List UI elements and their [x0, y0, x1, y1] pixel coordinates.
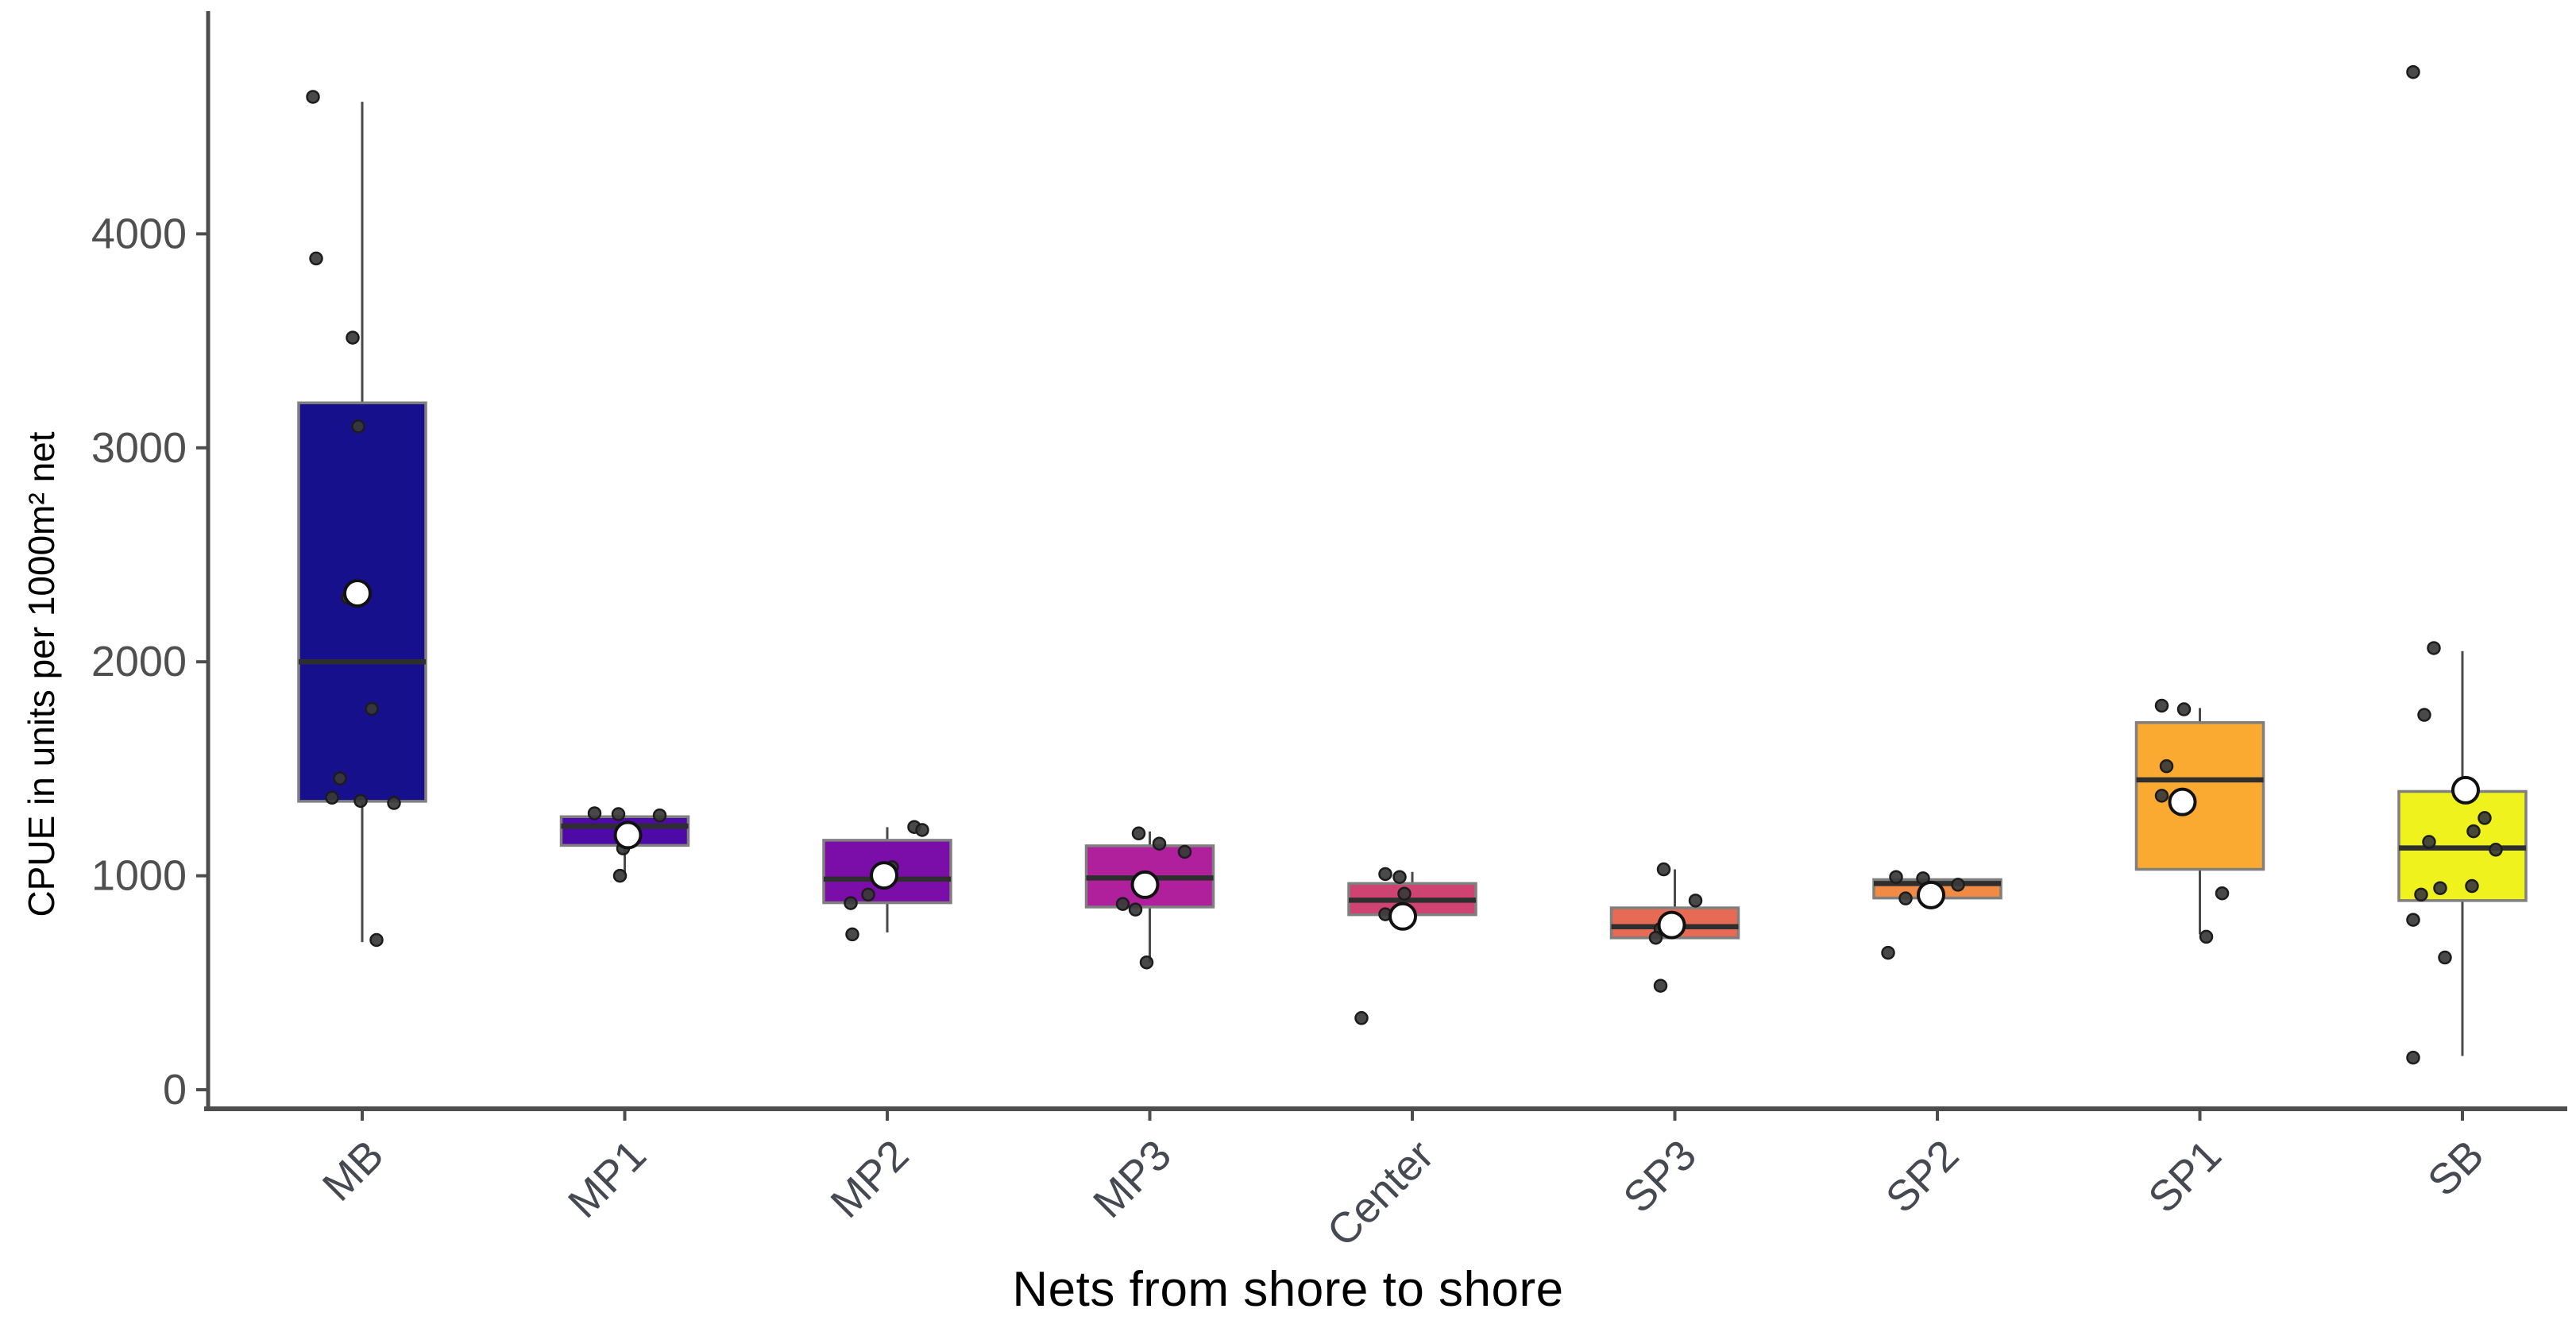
- data-point: [325, 790, 339, 805]
- data-point: [2489, 843, 2503, 857]
- y-axis-title: CPUE in units per 1000m² net: [21, 431, 62, 917]
- mean-dot: [870, 861, 898, 890]
- data-point: [612, 868, 628, 883]
- mean-dot: [1657, 910, 1686, 940]
- y-tick-label: 1000: [91, 852, 187, 900]
- data-point: [2427, 641, 2441, 655]
- y-tick-label: 2000: [91, 638, 187, 685]
- mean-dot: [1917, 880, 1945, 909]
- data-point: [346, 330, 360, 345]
- mean-dot: [613, 820, 643, 850]
- data-point: [1131, 826, 1146, 841]
- data-point: [1397, 886, 1412, 901]
- data-point: [1951, 878, 1965, 892]
- x-tick-label-mp3: MP3: [1084, 1131, 1180, 1227]
- data-point: [2478, 811, 2492, 825]
- data-point: [2422, 835, 2436, 849]
- x-tick-label-mp2: MP2: [822, 1131, 918, 1227]
- data-point: [1889, 870, 1903, 884]
- x-tick-label-sp2: SP2: [1877, 1131, 1968, 1222]
- data-point: [1152, 836, 1167, 851]
- box-mb: [297, 401, 427, 803]
- mean-dot: [1130, 870, 1160, 899]
- data-point: [2215, 886, 2230, 901]
- data-point: [1392, 870, 1407, 884]
- data-point: [353, 793, 368, 809]
- x-tick-label-sp3: SP3: [1614, 1131, 1705, 1222]
- data-point: [2417, 708, 2431, 722]
- data-point: [845, 927, 859, 942]
- data-point: [1177, 844, 1192, 859]
- data-point: [365, 701, 379, 716]
- data-point: [1688, 894, 1703, 908]
- data-point: [2465, 878, 2479, 894]
- data-point: [1354, 1011, 1369, 1025]
- x-tick-label-mp1: MP1: [559, 1131, 655, 1227]
- data-point: [861, 887, 875, 902]
- data-point: [1128, 902, 1143, 917]
- mean-dot: [2451, 775, 2480, 805]
- data-point: [2154, 789, 2169, 803]
- data-point: [1653, 979, 1668, 993]
- data-point: [2154, 698, 2169, 713]
- data-point: [2466, 824, 2481, 839]
- mean-dot: [2168, 787, 2197, 816]
- x-tick-label-sp1: SP1: [2139, 1131, 2230, 1222]
- data-point: [2176, 702, 2192, 716]
- data-point: [915, 823, 929, 837]
- data-point: [351, 419, 365, 434]
- data-point: [369, 932, 384, 948]
- data-point: [2406, 64, 2420, 79]
- data-point: [2159, 759, 2174, 774]
- data-point: [387, 796, 401, 810]
- data-point: [2199, 929, 2214, 944]
- x-tick-label-center: Center: [1318, 1131, 1442, 1256]
- mean-dot: [343, 579, 372, 608]
- data-point: [1139, 955, 1154, 970]
- data-point: [652, 808, 667, 823]
- data-point: [2406, 913, 2420, 927]
- y-tick-label: 4000: [91, 210, 187, 257]
- data-point: [2406, 1050, 2420, 1065]
- data-point: [2438, 950, 2452, 965]
- data-point: [1648, 930, 1663, 945]
- x-tick-label-mb: MB: [314, 1131, 393, 1210]
- data-point: [1115, 897, 1130, 911]
- data-point: [1898, 891, 1913, 905]
- data-point: [2433, 881, 2447, 895]
- data-point: [1378, 867, 1392, 882]
- data-point: [2414, 887, 2428, 902]
- y-tick-label: 3000: [91, 424, 187, 472]
- data-point: [1881, 945, 1895, 960]
- data-point: [333, 771, 347, 786]
- data-point: [309, 251, 323, 266]
- x-tick-label-sb: SB: [2419, 1131, 2493, 1205]
- data-point: [306, 90, 320, 104]
- data-point: [611, 807, 626, 821]
- data-point: [587, 806, 602, 820]
- y-tick-label: 0: [163, 1066, 187, 1114]
- x-axis-title: Nets from shore to shore: [1012, 1262, 1564, 1317]
- mean-dot: [1388, 901, 1417, 931]
- data-point: [844, 896, 858, 910]
- data-point: [1656, 862, 1671, 877]
